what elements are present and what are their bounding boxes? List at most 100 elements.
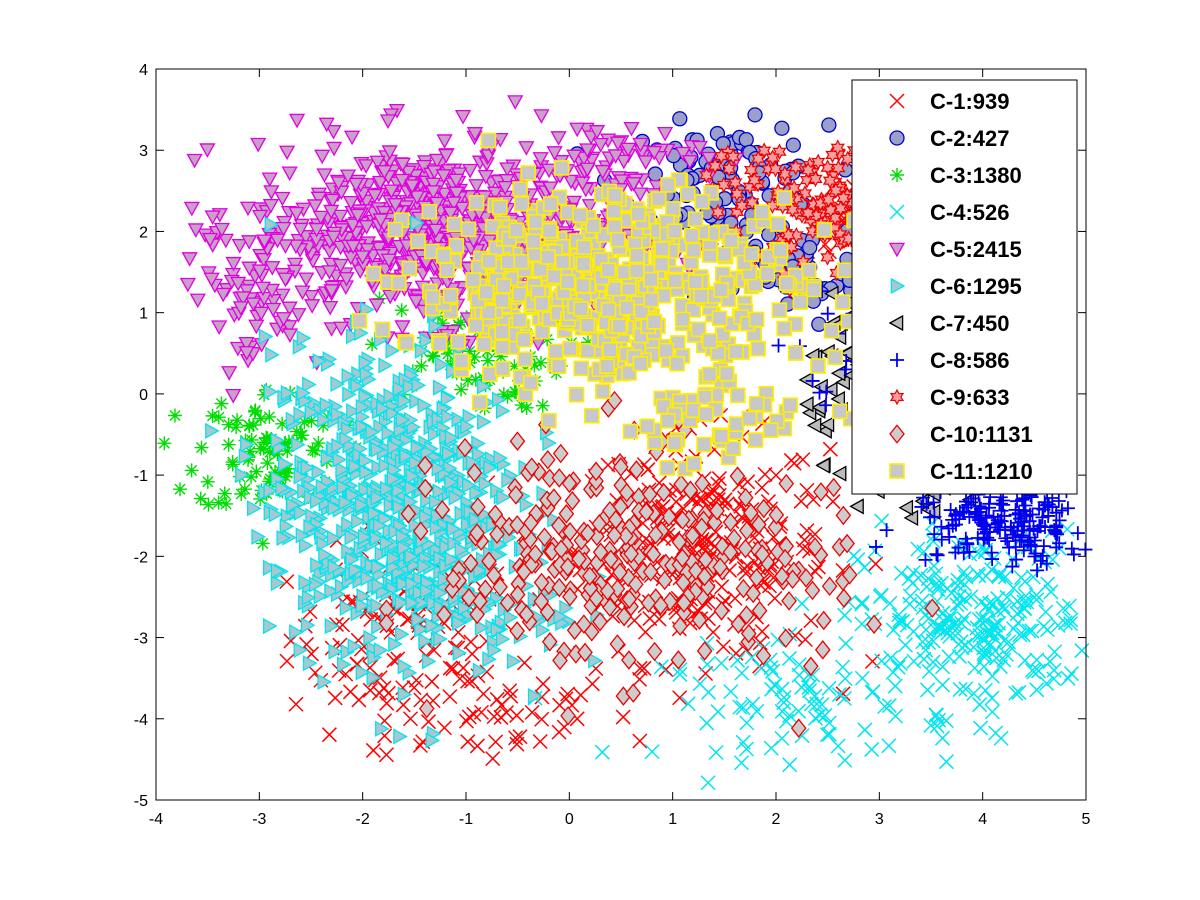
data-point xyxy=(468,195,485,211)
data-point xyxy=(485,751,501,767)
data-point xyxy=(357,159,375,174)
data-point xyxy=(915,634,931,650)
data-point xyxy=(298,574,314,591)
data-point xyxy=(406,680,422,696)
data-point xyxy=(408,294,425,310)
data-point xyxy=(414,621,429,638)
data-point xyxy=(440,342,455,357)
data-point xyxy=(999,589,1015,605)
data-point xyxy=(425,185,442,200)
data-point xyxy=(984,545,999,560)
data-point xyxy=(575,256,592,272)
data-point xyxy=(610,231,626,248)
data-point xyxy=(950,625,966,641)
data-point xyxy=(554,254,571,270)
data-point xyxy=(887,678,903,694)
legend-box xyxy=(851,79,1078,495)
data-point xyxy=(295,527,311,544)
data-point xyxy=(341,367,357,385)
data-point xyxy=(821,576,838,597)
data-point xyxy=(417,397,433,414)
data-point xyxy=(328,643,344,660)
data-point xyxy=(993,513,1008,528)
y-tick-label: -2 xyxy=(134,549,148,566)
data-point xyxy=(295,428,310,443)
data-point xyxy=(280,444,295,459)
data-point xyxy=(437,571,453,588)
legend-item: C-8:586 xyxy=(890,348,1009,373)
data-point xyxy=(436,604,452,625)
data-point xyxy=(680,696,696,712)
data-point xyxy=(350,378,365,395)
data-point xyxy=(460,418,475,435)
data-point xyxy=(877,698,893,715)
data-point xyxy=(579,523,596,544)
data-point xyxy=(447,535,462,552)
data-point xyxy=(643,291,660,308)
data-point xyxy=(1026,521,1041,536)
data-point xyxy=(767,590,783,606)
data-point xyxy=(264,261,281,276)
data-point xyxy=(665,201,681,217)
data-point xyxy=(987,617,1004,633)
y-tick-label: 4 xyxy=(139,62,148,79)
data-point xyxy=(253,411,268,426)
data-point xyxy=(1036,618,1052,635)
data-point xyxy=(755,498,772,519)
data-point xyxy=(265,346,280,363)
data-point xyxy=(750,340,766,357)
data-point xyxy=(472,446,487,463)
series-6 xyxy=(205,214,607,749)
data-point xyxy=(293,406,309,423)
data-point xyxy=(516,331,532,348)
data-point xyxy=(460,221,477,238)
data-point xyxy=(345,487,361,504)
data-point xyxy=(812,385,827,400)
data-point xyxy=(834,294,851,310)
data-point xyxy=(632,355,649,372)
data-point xyxy=(303,289,320,305)
data-point xyxy=(475,686,491,702)
data-point xyxy=(830,390,846,408)
data-point xyxy=(736,560,752,577)
data-point xyxy=(369,155,386,171)
data-point xyxy=(540,249,556,265)
data-point xyxy=(734,665,750,681)
data-point xyxy=(807,526,823,542)
data-point xyxy=(534,295,550,312)
data-point xyxy=(465,272,481,288)
data-point xyxy=(275,480,290,497)
data-point xyxy=(978,510,993,525)
data-point xyxy=(394,157,411,173)
data-point xyxy=(327,690,343,706)
data-point xyxy=(394,594,410,611)
data-point xyxy=(448,489,464,506)
data-point xyxy=(217,486,232,501)
data-point xyxy=(628,460,645,480)
data-point xyxy=(387,221,404,238)
data-point xyxy=(464,646,480,662)
data-point xyxy=(494,339,511,356)
data-point xyxy=(776,320,792,337)
data-point xyxy=(618,482,635,503)
data-point xyxy=(204,210,221,226)
data-point xyxy=(397,658,413,675)
data-point xyxy=(644,744,660,760)
data-point xyxy=(360,570,376,587)
data-point xyxy=(298,272,315,288)
data-point xyxy=(254,281,272,297)
data-point xyxy=(533,109,550,124)
data-point xyxy=(700,684,717,700)
data-point xyxy=(372,213,389,229)
legend-item: C-11:1210 xyxy=(889,459,1033,484)
data-point xyxy=(588,652,603,669)
data-point xyxy=(365,265,382,282)
data-point xyxy=(342,196,360,211)
data-point xyxy=(716,176,731,194)
data-point xyxy=(303,518,318,536)
data-point xyxy=(709,501,725,521)
data-point xyxy=(918,622,934,638)
data-point xyxy=(961,497,976,512)
data-point xyxy=(235,291,252,306)
data-point xyxy=(375,720,390,737)
